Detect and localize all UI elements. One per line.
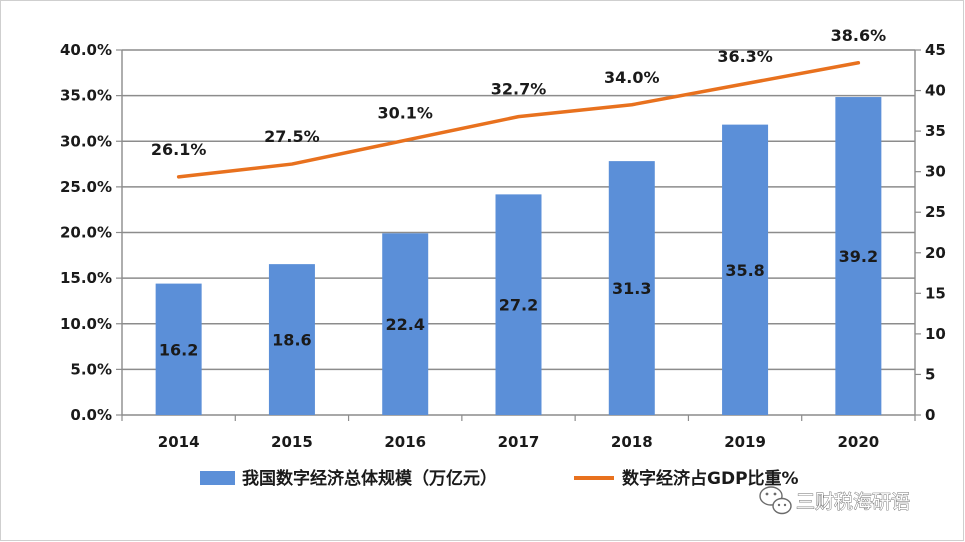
line-data-label: 38.6% xyxy=(831,26,887,45)
watermark: 三财税海研语 xyxy=(759,486,910,515)
left-axis-tick-label: 30.0% xyxy=(60,132,112,150)
right-axis-tick-label: 25 xyxy=(925,203,946,221)
bar xyxy=(268,264,315,415)
x-axis-tick-label: 2020 xyxy=(837,433,879,451)
x-axis-tick-label: 2018 xyxy=(611,433,653,451)
left-axis-tick-label: 35.0% xyxy=(60,87,112,105)
line-data-label: 34.0% xyxy=(604,68,660,87)
x-axis-tick-label: 2014 xyxy=(158,433,200,451)
x-axis-tick-label: 2017 xyxy=(498,433,540,451)
bar-data-label: 22.4 xyxy=(385,315,424,334)
left-axis-tick-label: 40.0% xyxy=(60,41,112,59)
right-axis-tick-label: 40 xyxy=(925,82,946,100)
right-axis-tick-label: 10 xyxy=(925,325,946,343)
left-axis-tick-label: 25.0% xyxy=(60,178,112,196)
right-axis-tick-label: 45 xyxy=(925,41,946,59)
left-axis-tick-label: 20.0% xyxy=(60,224,112,242)
x-axis-tick-label: 2015 xyxy=(271,433,313,451)
right-axis-tick-label: 15 xyxy=(925,284,946,302)
bar xyxy=(608,161,655,415)
left-axis-tick-label: 5.0% xyxy=(70,360,112,378)
bar xyxy=(722,124,769,415)
right-axis-tick-label: 0 xyxy=(925,406,935,424)
x-axis-tick-label: 2016 xyxy=(384,433,426,451)
bar-data-label: 27.2 xyxy=(499,296,538,315)
bar xyxy=(382,233,429,415)
line-series xyxy=(176,61,861,179)
right-axis-tick-label: 20 xyxy=(925,244,946,262)
legend: 我国数字经济总体规模（万亿元） 数字经济占GDP比重% xyxy=(200,468,799,489)
line-data-label: 30.1% xyxy=(377,103,433,122)
axes: 0.0% 5.0% 10.0% 15.0% 20.0% 25.0% 30.0% 35.0% 40… xyxy=(60,41,946,451)
right-axis-tick-label: 5 xyxy=(925,365,935,383)
line-data-label: 26.1% xyxy=(151,140,207,159)
bar-data-label: 16.2 xyxy=(159,340,198,359)
bar xyxy=(835,97,882,416)
bar-data-label: 18.6 xyxy=(272,331,311,350)
bar-data-label: 31.3 xyxy=(612,279,651,298)
bar-data-label: 39.2 xyxy=(839,247,878,266)
legend-bar-label: 我国数字经济总体规模（万亿元） xyxy=(242,468,497,489)
right-axis-tick-label: 35 xyxy=(925,122,946,140)
bar-data-label: 35.8 xyxy=(725,261,764,280)
bar xyxy=(495,194,542,415)
left-axis-tick-label: 0.0% xyxy=(70,406,112,424)
wechat-icon xyxy=(759,486,792,515)
watermark-text: 三财税海研语 xyxy=(796,491,910,513)
left-axis-tick-label: 10.0% xyxy=(60,315,112,333)
left-axis-tick-label: 15.0% xyxy=(60,269,112,287)
x-axis-tick-label: 2019 xyxy=(724,433,766,451)
line-data-label: 32.7% xyxy=(491,80,547,99)
legend-bar-swatch xyxy=(200,471,235,485)
line-data-label: 36.3% xyxy=(717,47,773,66)
data-labels: 16.2 18.6 22.4 27.2 31.3 35.8 39.2 26.1% 27.5% 30… xyxy=(151,26,886,360)
right-axis-tick-label: 30 xyxy=(925,163,946,181)
bar xyxy=(155,283,202,415)
legend-line-label: 数字经济占GDP比重% xyxy=(622,468,799,489)
bar-series xyxy=(155,97,882,416)
line-data-label: 27.5% xyxy=(264,127,320,146)
